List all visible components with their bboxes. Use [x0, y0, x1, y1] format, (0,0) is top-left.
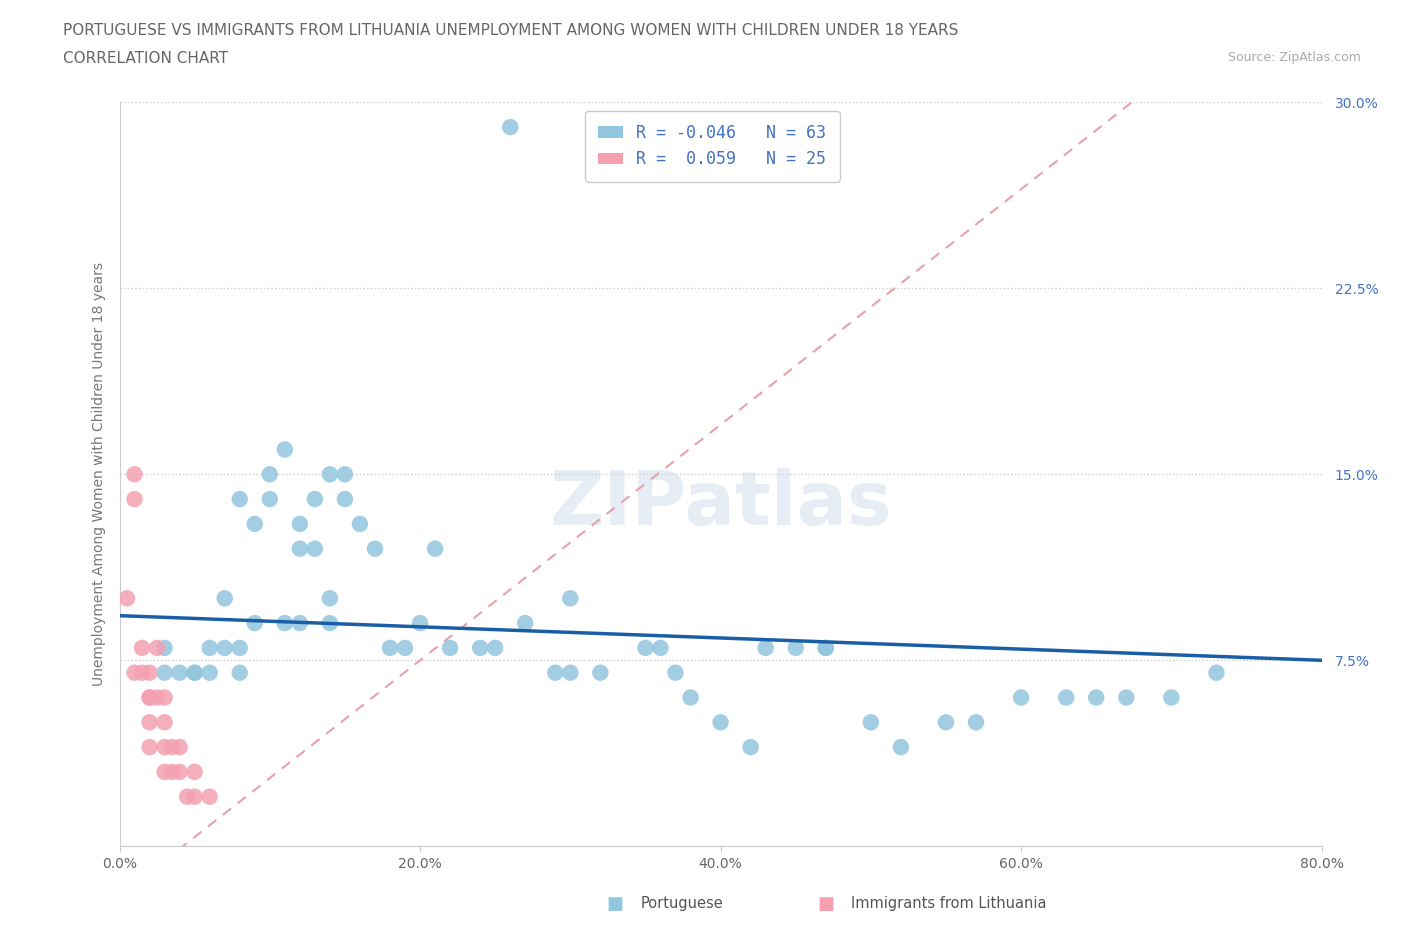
Point [394, 641, 416, 656]
Point [153, 690, 176, 705]
Text: PORTUGUESE VS IMMIGRANTS FROM LITHUANIA UNEMPLOYMENT AMONG WOMEN WITH CHILDREN U: PORTUGUESE VS IMMIGRANTS FROM LITHUANIA … [63, 23, 959, 38]
Point [560, 665, 582, 680]
Point [304, 541, 326, 556]
Point [319, 591, 342, 605]
Point [965, 715, 987, 730]
Point [169, 665, 191, 680]
Point [319, 616, 342, 631]
Point [131, 641, 153, 656]
Point [146, 641, 169, 656]
Point [814, 641, 837, 656]
Point [160, 739, 183, 754]
Point [1205, 665, 1227, 680]
Point [755, 641, 778, 656]
Point [153, 739, 176, 754]
Point [859, 715, 882, 730]
Point [814, 641, 837, 656]
Point [243, 516, 266, 531]
Point [274, 442, 297, 457]
Point [124, 665, 146, 680]
Point [169, 739, 191, 754]
Point [1115, 690, 1137, 705]
Y-axis label: Unemployment Among Women with Children Under 18 years: Unemployment Among Women with Children U… [91, 262, 105, 686]
Point [1010, 690, 1032, 705]
Point [890, 739, 912, 754]
Point [153, 715, 176, 730]
Point [740, 739, 762, 754]
Point [198, 790, 221, 804]
Point [214, 641, 236, 656]
Point [484, 641, 506, 656]
Point [124, 467, 146, 482]
Point [288, 616, 311, 631]
Point [1085, 690, 1108, 705]
Legend: R = -0.046   N = 63, R =  0.059   N = 25: R = -0.046 N = 63, R = 0.059 N = 25 [585, 111, 839, 181]
Text: Source: ZipAtlas.com: Source: ZipAtlas.com [1227, 51, 1361, 64]
Point [935, 715, 957, 730]
Point [183, 665, 205, 680]
Point [288, 516, 311, 531]
Point [364, 541, 387, 556]
Point [183, 764, 205, 779]
Point [378, 641, 401, 656]
Point [274, 616, 297, 631]
Point [349, 516, 371, 531]
Point [138, 690, 160, 705]
Point [176, 790, 198, 804]
Point [131, 665, 153, 680]
Point [634, 641, 657, 656]
Point [160, 764, 183, 779]
Text: Portuguese: Portuguese [641, 897, 723, 911]
Point [1054, 690, 1077, 705]
Point [499, 120, 522, 135]
Point [228, 641, 252, 656]
Point [304, 492, 326, 507]
Point [228, 665, 252, 680]
Point [146, 690, 169, 705]
Point [228, 492, 252, 507]
Point [198, 665, 221, 680]
Point [709, 715, 731, 730]
Point [153, 665, 176, 680]
Text: Immigrants from Lithuania: Immigrants from Lithuania [851, 897, 1047, 911]
Point [243, 616, 266, 631]
Point [439, 641, 461, 656]
Point [423, 541, 446, 556]
Point [138, 690, 160, 705]
Point [153, 641, 176, 656]
Point [138, 715, 160, 730]
Point [198, 641, 221, 656]
Point [259, 492, 281, 507]
Point [138, 739, 160, 754]
Text: ■: ■ [606, 895, 624, 913]
Point [319, 467, 342, 482]
Point [169, 764, 191, 779]
Point [650, 641, 672, 656]
Point [288, 541, 311, 556]
Point [183, 790, 205, 804]
Point [544, 665, 567, 680]
Point [333, 492, 356, 507]
Point [468, 641, 492, 656]
Point [560, 591, 582, 605]
Point [409, 616, 432, 631]
Point [589, 665, 612, 680]
Point [115, 591, 138, 605]
Point [124, 492, 146, 507]
Point [138, 665, 160, 680]
Point [515, 616, 537, 631]
Point [153, 764, 176, 779]
Text: ■: ■ [817, 895, 835, 913]
Point [259, 467, 281, 482]
Point [785, 641, 807, 656]
Point [679, 690, 702, 705]
Point [333, 467, 356, 482]
Point [1160, 690, 1182, 705]
Point [183, 665, 205, 680]
Text: ZIPatlas: ZIPatlas [550, 468, 891, 540]
Point [664, 665, 686, 680]
Text: CORRELATION CHART: CORRELATION CHART [63, 51, 228, 66]
Point [214, 591, 236, 605]
